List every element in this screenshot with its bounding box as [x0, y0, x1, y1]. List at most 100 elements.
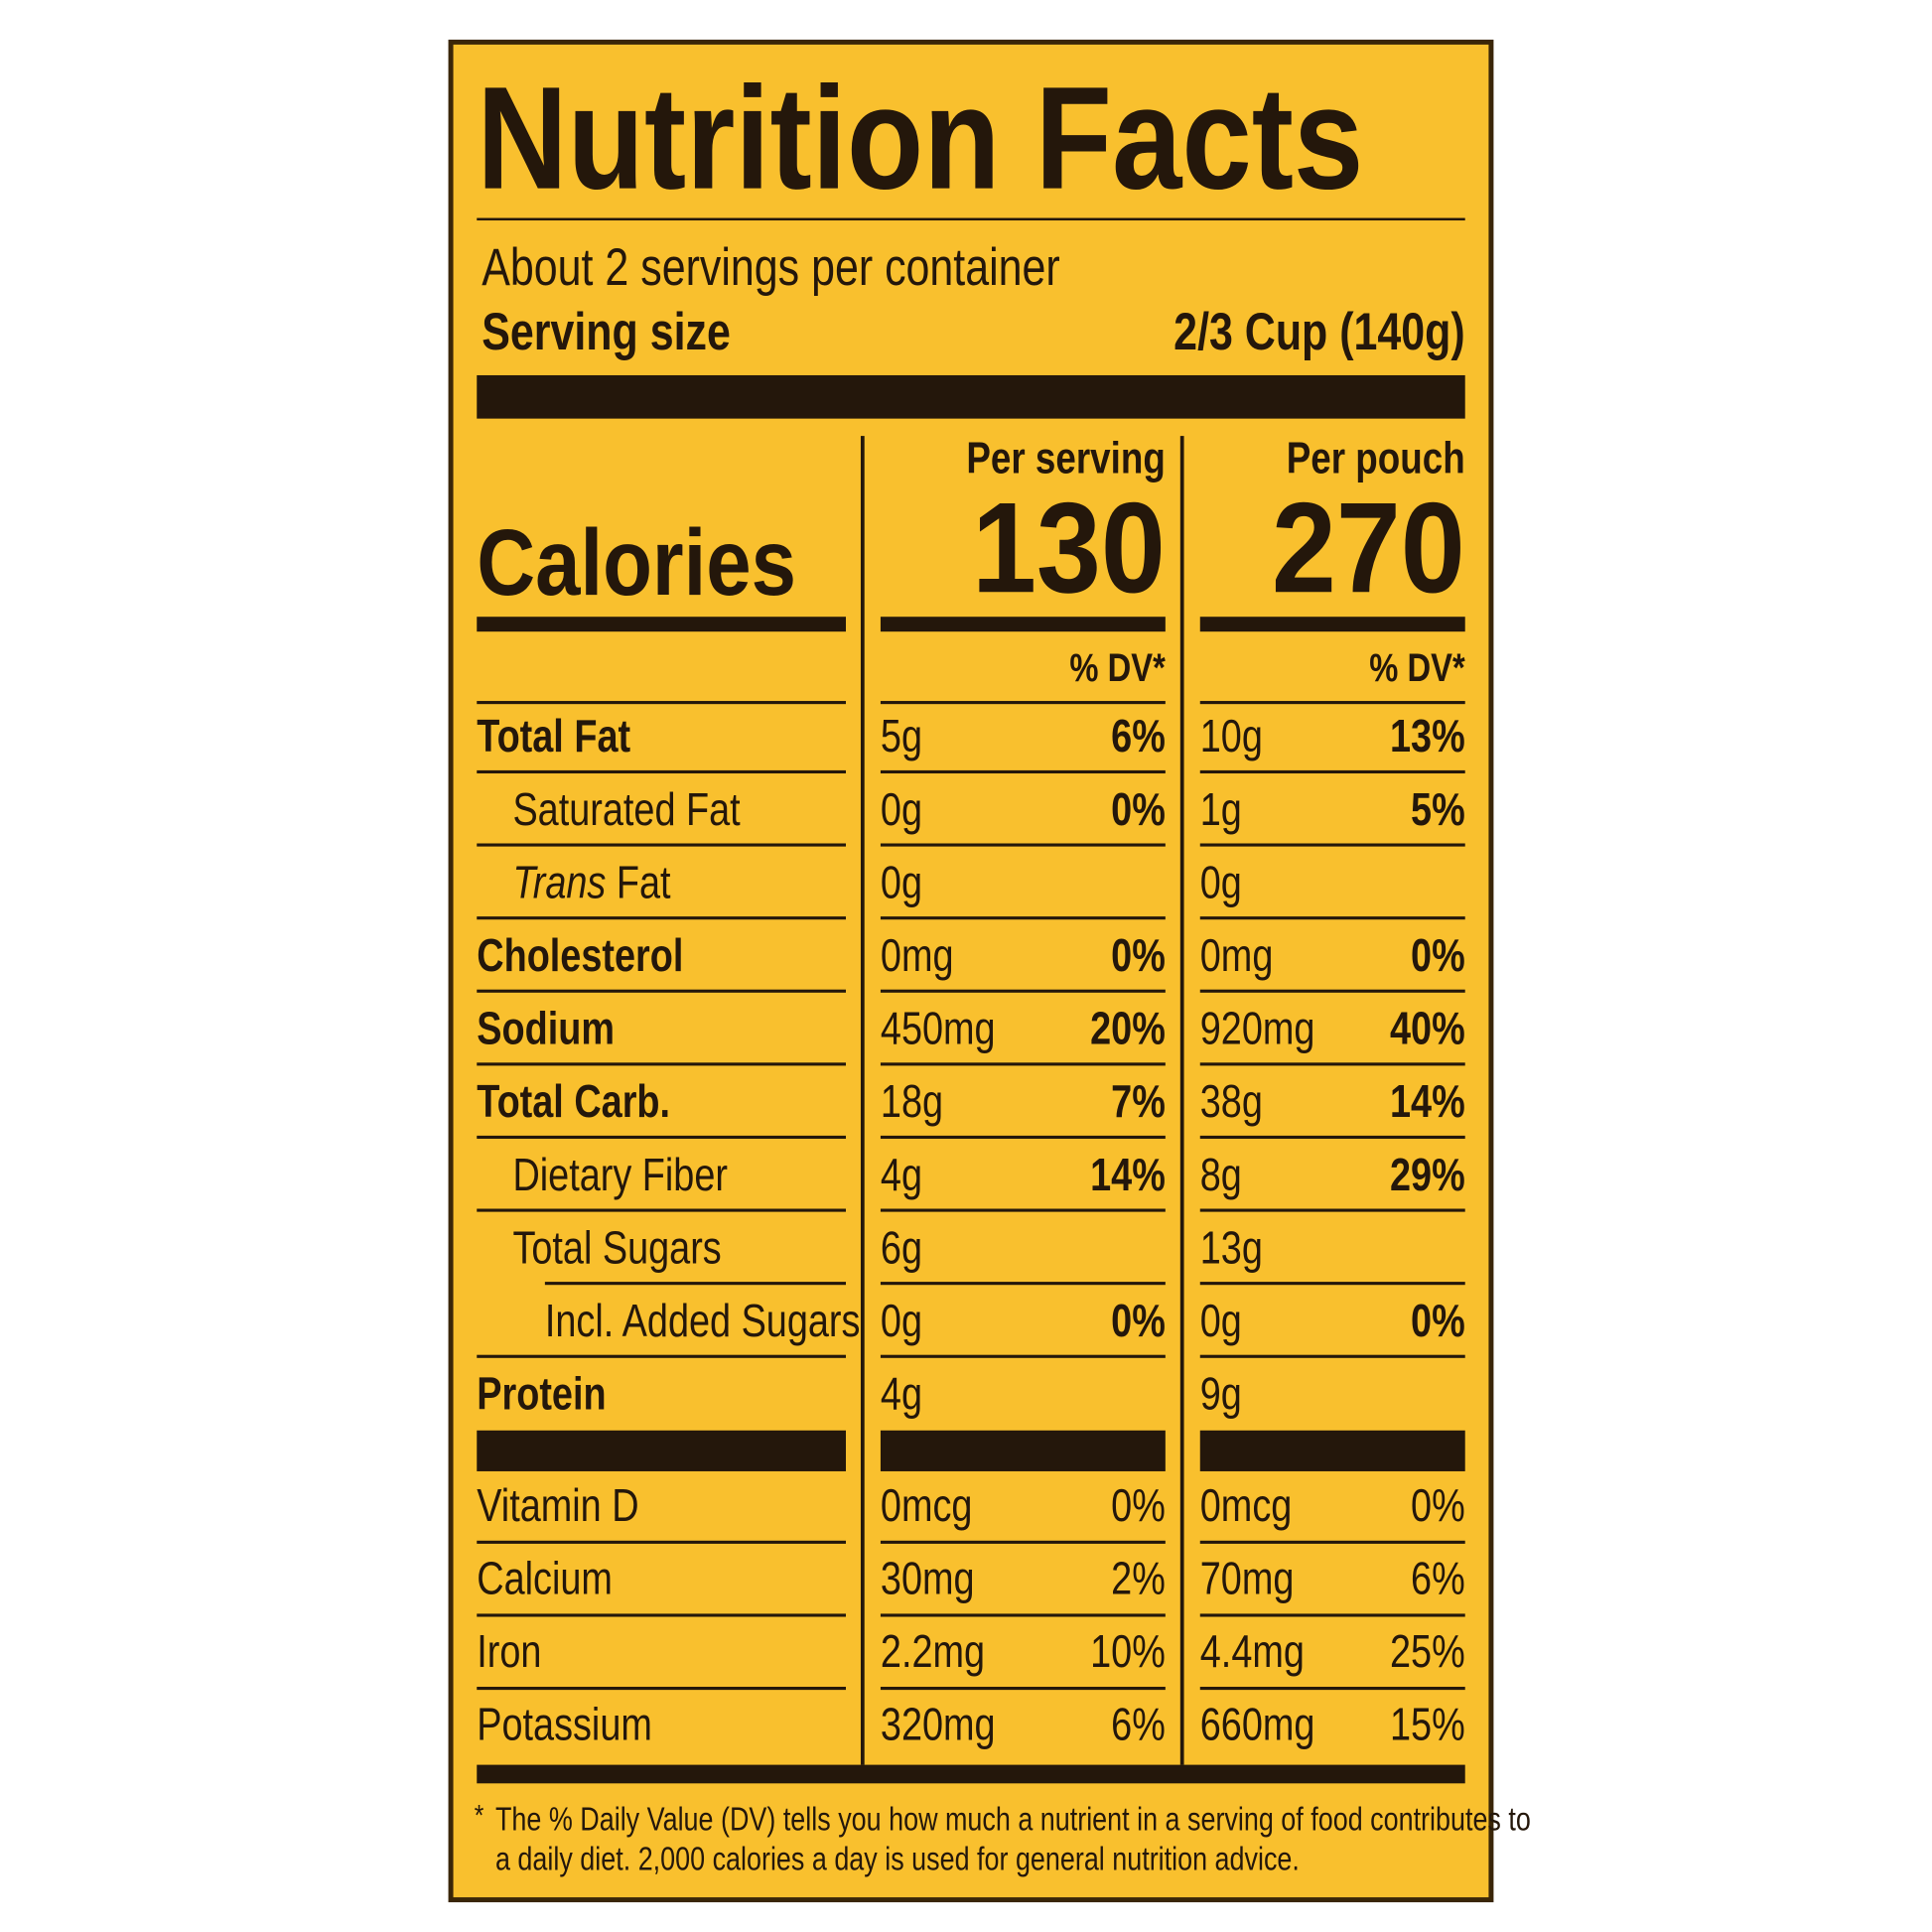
- nutrient-amount: 38g: [1200, 1076, 1263, 1127]
- row-divider: [1199, 1687, 1465, 1691]
- nutrient-name-italic: Trans: [512, 857, 606, 907]
- serving-size-label: Serving size: [482, 304, 731, 361]
- nutrient-dv: 7%: [1111, 1076, 1166, 1127]
- footnote-line: The % Daily Value (DV) tells you how muc…: [495, 1801, 1531, 1839]
- row-divider: [1199, 916, 1465, 920]
- nutrient-dv: 5%: [1411, 783, 1465, 834]
- footnote-line: a daily diet. 2,000 calories a day is us…: [495, 1841, 1300, 1878]
- nutrient-amount: 1g: [1200, 783, 1242, 834]
- nutrient-amount: 8g: [1200, 1149, 1242, 1199]
- nutrient-amount: 5g: [881, 711, 922, 761]
- vitamin-dv: 0%: [1111, 1479, 1166, 1530]
- nutrient-amount: 0mg: [1200, 929, 1274, 980]
- row-divider: [1199, 989, 1465, 993]
- nutrient-amount: 13g: [1200, 1222, 1263, 1273]
- nutrient-amount: 6g: [881, 1222, 922, 1273]
- row-divider: [880, 1540, 1166, 1544]
- label-background: [448, 39, 1494, 1903]
- calories-value: 130: [972, 477, 1166, 621]
- nutrient-amount: 0g: [881, 783, 922, 834]
- row-divider: [1199, 1208, 1465, 1212]
- row-divider: [880, 916, 1166, 920]
- vitamin-dv: 6%: [1111, 1699, 1166, 1749]
- nutrient-amount: 0g: [881, 1295, 922, 1345]
- vitamin-amount: 0mcg: [881, 1479, 973, 1530]
- row-divider: [477, 989, 846, 993]
- vitamin-amount: 320mg: [881, 1699, 996, 1749]
- nutrient-name: Total Sugars: [512, 1222, 721, 1273]
- row-divider: [1199, 1613, 1465, 1617]
- row-divider: [880, 1135, 1166, 1140]
- row-divider: [1199, 1354, 1465, 1358]
- nutrient-dv: 20%: [1090, 1003, 1166, 1053]
- vitamin-name: Iron: [477, 1625, 541, 1676]
- nutrient-dv: 0%: [1411, 1295, 1465, 1345]
- nutrient-amount: 0g: [1200, 857, 1242, 907]
- nutrient-name: Sodium: [477, 1003, 615, 1053]
- nutrient-amount: 0g: [881, 857, 922, 907]
- row-divider: [1199, 1282, 1465, 1286]
- nutrient-name: Dietary Fiber: [512, 1149, 728, 1199]
- nutrient-dv: 13%: [1390, 711, 1465, 761]
- row-divider: [880, 1354, 1166, 1358]
- vitamin-dv: 2%: [1111, 1553, 1166, 1603]
- row-divider: [1199, 1540, 1465, 1544]
- row-divider: [880, 701, 1166, 705]
- rules: [477, 217, 1465, 1784]
- row-divider: [880, 1282, 1166, 1286]
- row-divider: [880, 989, 1166, 993]
- nutrient-amount: 9g: [1200, 1368, 1242, 1419]
- row-divider: [1199, 769, 1465, 774]
- vitamin-dv: 6%: [1411, 1553, 1465, 1603]
- nutrient-amount: 18g: [881, 1076, 943, 1127]
- row-divider: [477, 1687, 846, 1691]
- row-divider: [880, 843, 1166, 847]
- vitamin-dv: 10%: [1090, 1625, 1166, 1676]
- row-divider: [880, 1687, 1166, 1691]
- nutrient-amount: 10g: [1200, 711, 1263, 761]
- row-divider: [1199, 1062, 1465, 1066]
- row-divider: [477, 769, 846, 774]
- row-divider: [477, 1135, 846, 1140]
- row-divider: [477, 1613, 846, 1617]
- nutrient-dv: 0%: [1111, 1295, 1166, 1345]
- vitamin-amount: 2.2mg: [881, 1625, 985, 1676]
- nutrient-dv: 14%: [1390, 1076, 1465, 1127]
- vitamin-amount: 30mg: [881, 1553, 975, 1603]
- calories-label: Calories: [477, 509, 796, 615]
- row-divider: [477, 1354, 846, 1358]
- row-divider: [880, 769, 1166, 774]
- nutrient-dv: 0%: [1111, 783, 1166, 834]
- vitamin-dv: 25%: [1390, 1625, 1465, 1676]
- vitamin-amount: 4.4mg: [1200, 1625, 1305, 1676]
- nutrient-name: Total Fat: [477, 711, 630, 761]
- nutrient-dv: 0%: [1411, 929, 1465, 980]
- footnote-mark: *: [475, 1798, 484, 1832]
- row-divider: [1199, 1135, 1465, 1140]
- row-divider: [880, 1062, 1166, 1066]
- serving-size-value: 2/3 Cup (140g): [1173, 304, 1465, 361]
- title: Nutrition Facts: [477, 58, 1363, 220]
- nutrient-dv: 29%: [1390, 1149, 1465, 1199]
- row-divider: [477, 843, 846, 847]
- nutrient-amount: 0g: [1200, 1295, 1242, 1345]
- vitamin-name: Vitamin D: [477, 1479, 638, 1530]
- column-header: Per serving: [966, 433, 1166, 483]
- vitamin-dv: 15%: [1390, 1699, 1465, 1749]
- nutrient-name: Cholesterol: [477, 929, 683, 980]
- vitamin-amount: 0mcg: [1200, 1479, 1293, 1530]
- vitamin-name: Potassium: [477, 1699, 652, 1749]
- nutrient-dv: 40%: [1390, 1003, 1465, 1053]
- vitamin-dv: 0%: [1411, 1479, 1465, 1530]
- nutrient-amount: 4g: [881, 1368, 922, 1419]
- vitamin-amount: 660mg: [1200, 1699, 1315, 1749]
- nutrient-amount: 920mg: [1200, 1003, 1315, 1053]
- dv-header: % DV*: [1369, 645, 1465, 690]
- nutrient-name-rest: Fat: [606, 857, 670, 907]
- nutrient-amount: 450mg: [881, 1003, 996, 1053]
- nutrient-name: Protein: [477, 1368, 606, 1419]
- row-divider: [880, 1208, 1166, 1212]
- nutrient-name: Incl. Added Sugars: [545, 1295, 861, 1345]
